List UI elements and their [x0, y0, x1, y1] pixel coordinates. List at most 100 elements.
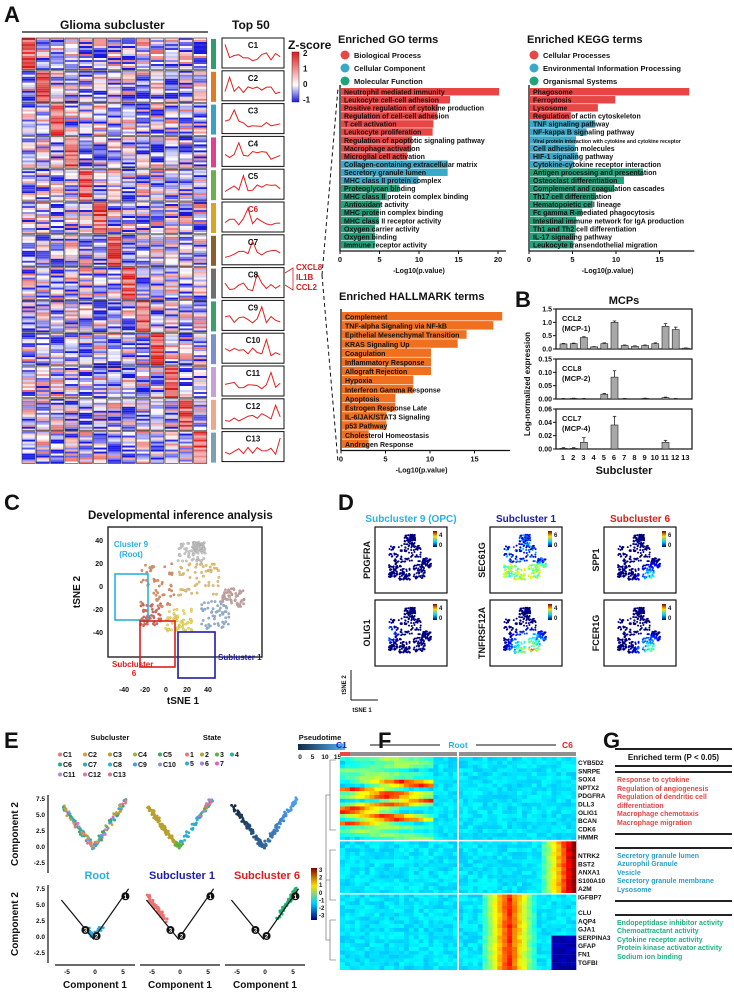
heatmap-cell — [36, 273, 50, 276]
heatmap-cell — [22, 212, 36, 214]
cluster-color-bar — [211, 432, 216, 463]
heatmap-cell — [107, 343, 121, 346]
heatmap-cell — [165, 169, 179, 172]
heatmap-cell — [50, 318, 64, 321]
feature-cell — [419, 553, 422, 556]
cluster-label: C2 — [248, 74, 259, 83]
heatmap-cell — [165, 177, 179, 180]
heatmap-cell — [36, 226, 50, 228]
heatmap-cell — [165, 295, 179, 298]
zscore-tick: 2 — [303, 49, 308, 58]
heatmap-cell — [50, 408, 64, 411]
kegg-bar-label: Cytokine-cytokine receptor interaction — [533, 162, 661, 169]
feature-cell — [522, 577, 525, 580]
heatmap-cell — [22, 426, 36, 429]
heatmap-cell — [79, 289, 93, 292]
tsne-cell-arrow — [179, 620, 183, 624]
heatmap-cell — [136, 302, 150, 305]
heatmap-cell — [36, 46, 50, 48]
heatmap-cell — [93, 254, 107, 257]
heatmap-cell — [36, 138, 50, 141]
heatmap-cell — [165, 457, 179, 460]
feature-cell — [642, 550, 645, 553]
heatmap-cell — [36, 181, 50, 184]
heatmap-cell — [165, 72, 179, 75]
feature-cell — [641, 549, 644, 552]
heatmap-cell — [22, 96, 36, 99]
heatmap-cell — [107, 187, 121, 190]
heatmap-cell — [36, 366, 50, 368]
feature-cell — [405, 539, 408, 542]
heatmap-cell — [50, 123, 64, 126]
heatmap-cell — [93, 330, 107, 333]
hallmark-bar-label: Cholesterol Homeostasis — [345, 433, 429, 440]
mcp-bar — [610, 322, 619, 350]
heatmap-cell — [93, 38, 107, 40]
top50-profile-box — [221, 168, 285, 200]
heatmap-cell — [64, 414, 79, 417]
heatmap-cell — [179, 347, 193, 350]
heatmap-cell — [50, 439, 64, 442]
heatmap-cell — [122, 48, 136, 50]
feature-cell — [408, 537, 411, 540]
heatmap-cell — [64, 275, 79, 278]
heatmap-cell — [179, 418, 193, 421]
feature-cell — [622, 575, 625, 578]
feature-cell — [422, 566, 425, 569]
heatmap-cell — [193, 238, 207, 241]
hallmark-bar — [342, 421, 387, 430]
heatmap-cell — [193, 351, 207, 354]
kegg-bar — [530, 136, 577, 144]
heatmap-cell — [22, 125, 36, 128]
mcp-gene-alias: (MCP-2) — [562, 374, 591, 383]
heatmap-cell — [36, 304, 50, 307]
tsne-cell-arrow — [210, 562, 214, 566]
heatmap-cell — [193, 98, 207, 101]
feature-cell — [400, 544, 403, 547]
heatmap-cell — [93, 400, 107, 403]
heatmap-block — [78, 103, 93, 136]
feature-cell — [539, 560, 542, 563]
feature-cell — [622, 553, 625, 556]
feature-cell — [523, 551, 526, 554]
heatmap-cell — [36, 206, 50, 208]
heatmap-cell — [122, 160, 136, 163]
heatmap-cell — [107, 378, 121, 380]
heatmap-cell — [36, 202, 50, 204]
heatmap-cell — [150, 386, 164, 388]
heatmap-block — [136, 398, 150, 431]
feature-cell — [388, 548, 391, 551]
heatmap-cell — [36, 193, 50, 196]
heatmap-cell — [64, 146, 79, 149]
feature-cell — [626, 546, 629, 549]
heatmap-cell — [193, 129, 207, 132]
heatmap-cell — [22, 40, 36, 42]
heatmap-cell — [136, 324, 150, 327]
heatmap-cell — [93, 162, 107, 165]
heatmap-cell — [150, 94, 164, 97]
heatmap-cell — [93, 113, 107, 116]
heatmap-block — [21, 365, 36, 399]
heatmap-cell — [136, 160, 150, 163]
heatmap-cell — [64, 281, 79, 284]
heatmap-cell — [193, 347, 207, 350]
heatmap-cell — [36, 345, 50, 348]
heatmap-cell — [50, 271, 64, 274]
hallmark-bar — [342, 439, 369, 448]
heatmap-cell — [122, 289, 136, 292]
heatmap-cell — [50, 193, 64, 196]
heatmap-cell — [50, 46, 64, 48]
heatmap-cell — [136, 264, 150, 267]
mcp-bar — [651, 343, 660, 350]
heatmap-cell — [22, 392, 36, 394]
heatmap-cell — [22, 461, 36, 464]
feature-cell — [520, 543, 523, 546]
heatmap-cell — [179, 291, 193, 294]
feature-cell — [503, 572, 506, 575]
heatmap-cell — [79, 388, 93, 390]
kegg-bar — [530, 224, 577, 233]
heatmap-cell — [64, 58, 79, 60]
heatmap-cell — [93, 234, 107, 237]
heatmap-cell — [150, 111, 164, 114]
heatmap-cell — [22, 222, 36, 224]
